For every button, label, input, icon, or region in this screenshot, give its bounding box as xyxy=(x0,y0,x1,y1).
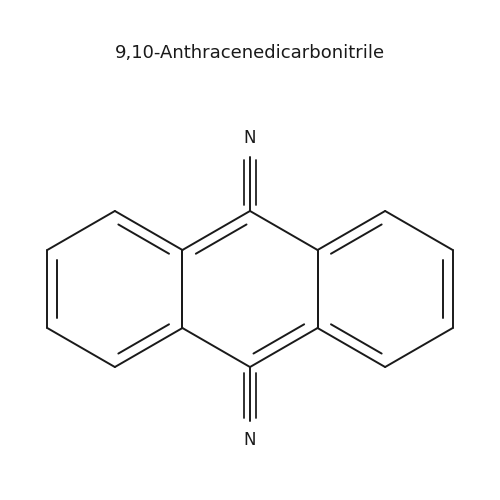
Text: N: N xyxy=(244,431,256,449)
Text: N: N xyxy=(244,129,256,147)
Text: 9,10-Anthracenedicarbonitrile: 9,10-Anthracenedicarbonitrile xyxy=(115,44,385,62)
